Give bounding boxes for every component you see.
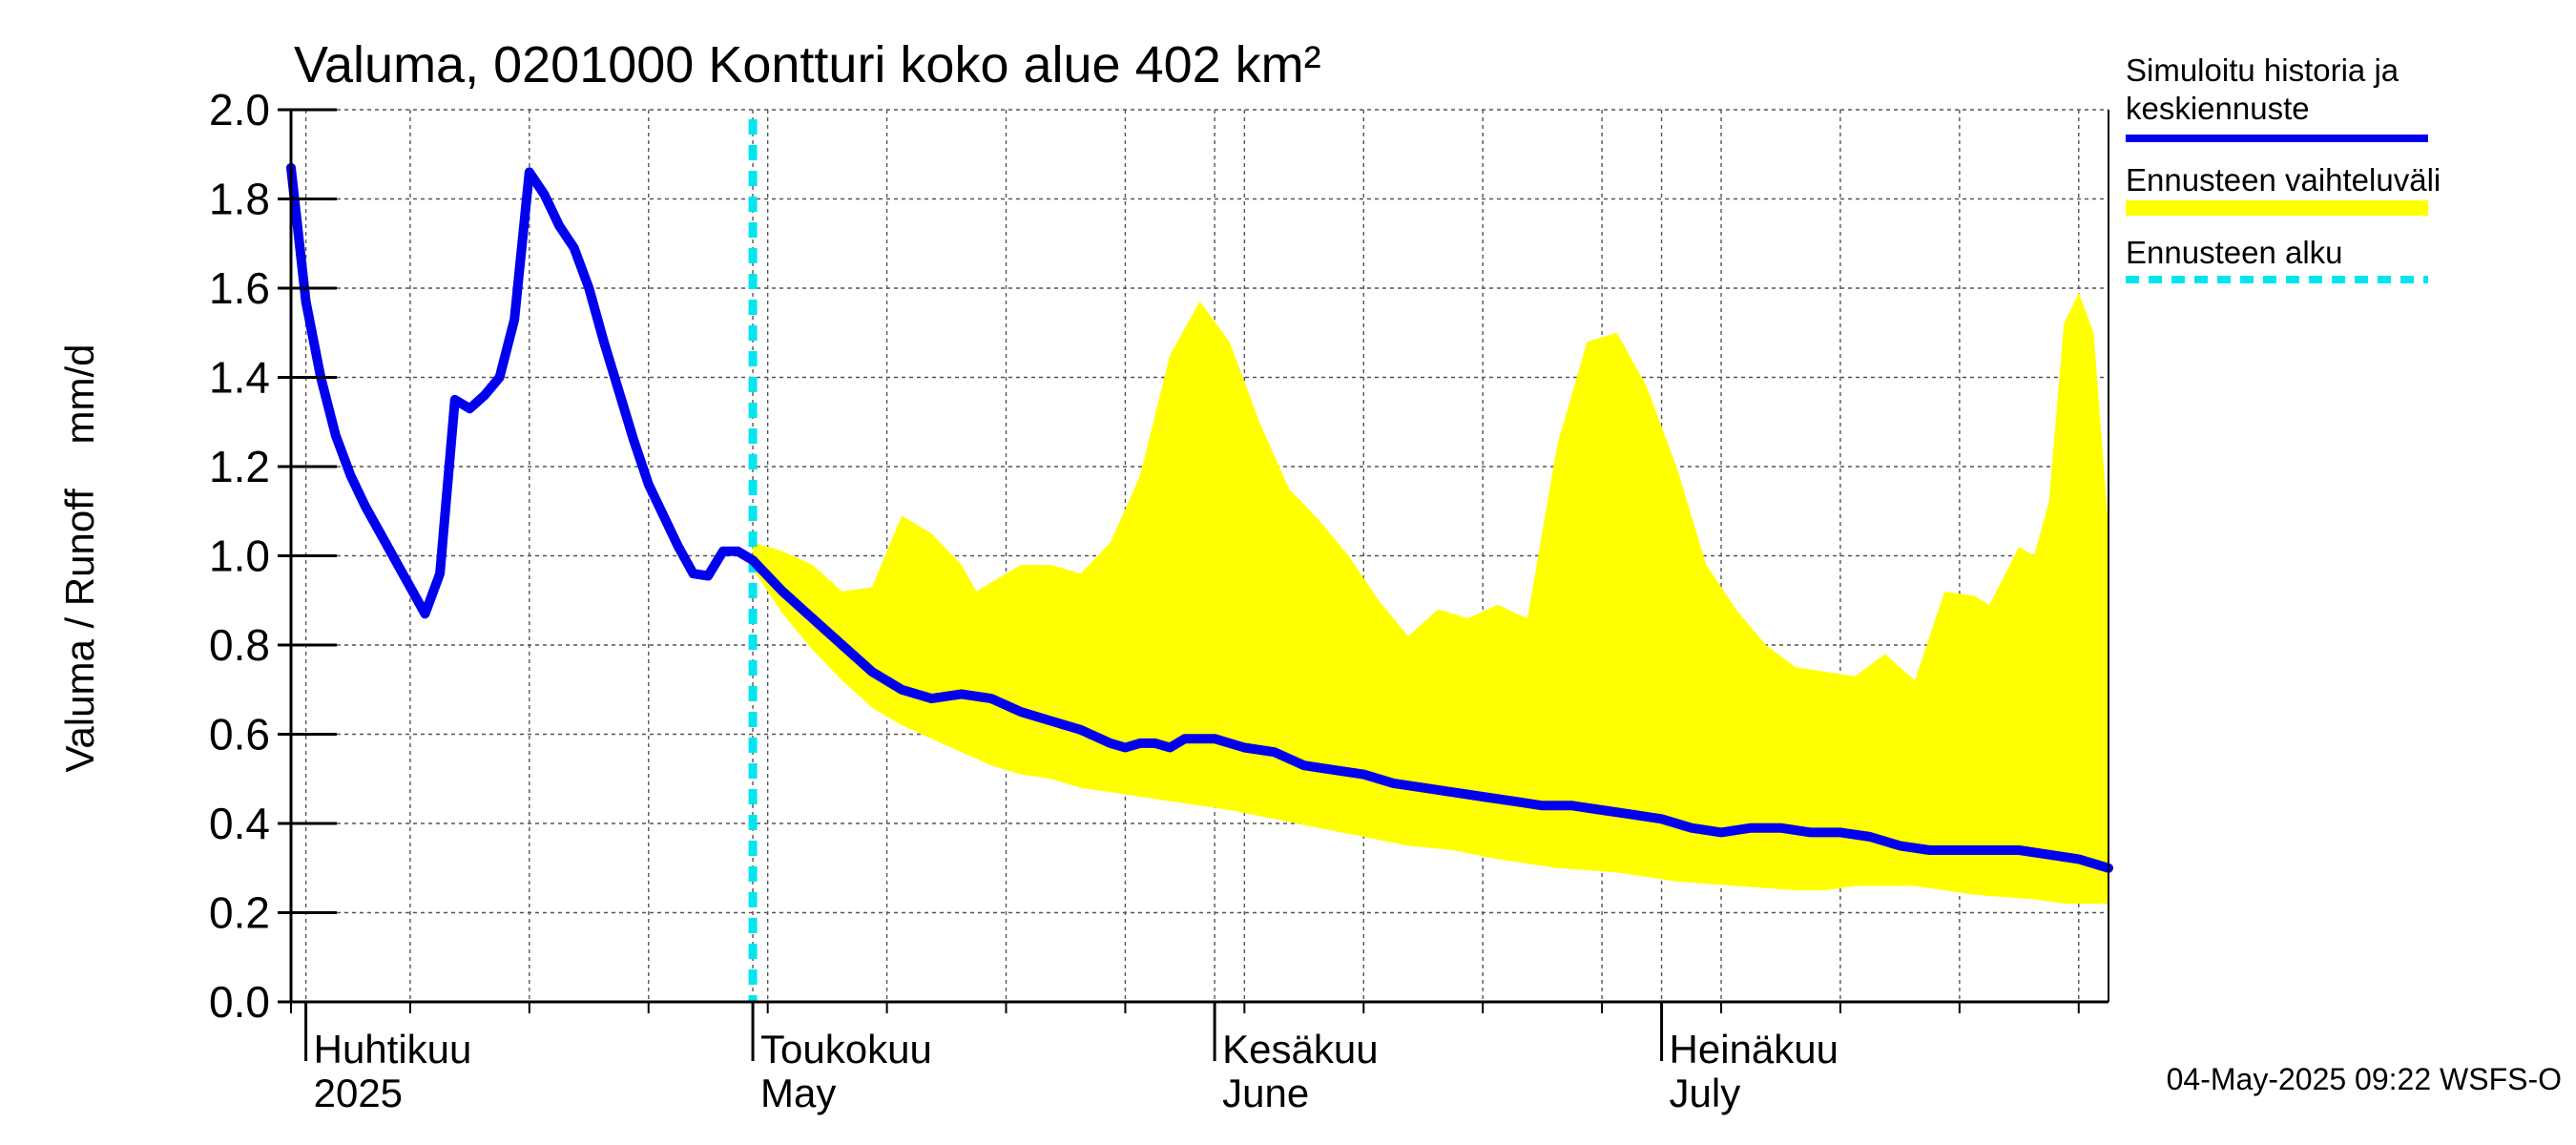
- chart-title: Valuma, 0201000 Kontturi koko alue 402 k…: [294, 36, 1321, 94]
- y-tick-label: 1.8: [209, 175, 270, 224]
- forecast-range-band: [753, 292, 2109, 905]
- y-tick-label: 1.0: [209, 531, 270, 581]
- y-tick-label: 2.0: [209, 85, 270, 135]
- footer-timestamp: 04-May-2025 09:22 WSFS-O: [2167, 1062, 2562, 1096]
- legend-label-line2: keskiennuste: [2126, 91, 2310, 126]
- legend-label: Ennusteen alku: [2126, 235, 2343, 270]
- forecast-range-area: [753, 292, 2109, 905]
- y-tick-label: 1.2: [209, 442, 270, 491]
- x-month-label: Kesäkuu: [1222, 1027, 1378, 1072]
- x-month-label: Toukokuu: [760, 1027, 932, 1072]
- y-axis-label: Valuma / Runoff mm/d: [57, 344, 102, 773]
- legend-label: Ennusteen vaihteluväli: [2126, 162, 2441, 198]
- x-month-label-en: 2025: [314, 1071, 403, 1115]
- y-axis-ticks: 0.0 0.2 0.4 0.6 0.8 1.0 1.2 1.4 1.6 1.8 2.0: [209, 85, 337, 1027]
- y-tick-label: 0.0: [209, 977, 270, 1027]
- y-tick-label: 0.6: [209, 710, 270, 760]
- legend-label: Simuloitu historia ja: [2126, 52, 2399, 88]
- y-tick-label: 0.8: [209, 620, 270, 670]
- x-month-label-en: June: [1222, 1071, 1309, 1115]
- simulated-runoff-series: [286, 162, 2113, 873]
- simulated-runoff-line: [286, 162, 2113, 873]
- x-month-label: Heinäkuu: [1670, 1027, 1839, 1072]
- x-month-label-en: May: [760, 1071, 836, 1115]
- y-tick-label: 1.6: [209, 263, 270, 313]
- y-tick-label: 1.4: [209, 353, 270, 403]
- y-tick-label: 0.2: [209, 888, 270, 938]
- y-tick-label: 0.4: [209, 799, 270, 848]
- x-month-label-en: July: [1670, 1071, 1741, 1115]
- x-month-label: Huhtikuu: [314, 1027, 472, 1072]
